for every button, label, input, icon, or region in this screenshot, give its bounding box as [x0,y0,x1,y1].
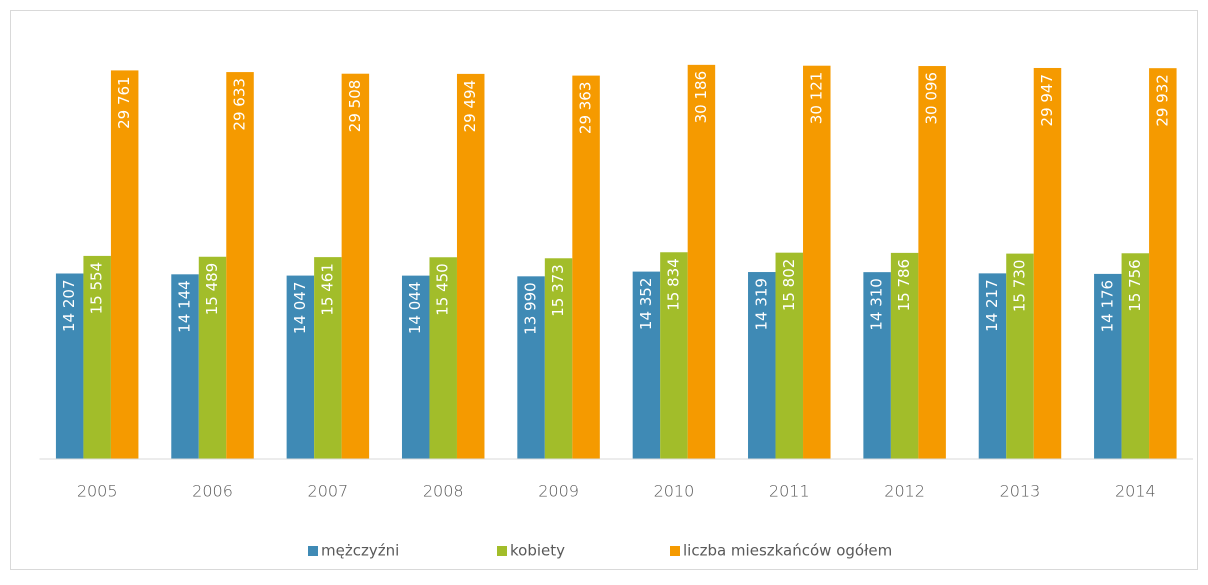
x-tick-label: 2007 [308,482,349,501]
x-tick-label: 2013 [1000,482,1041,501]
bar [341,73,370,459]
x-tick-label: 2008 [423,482,464,501]
bar [748,272,776,459]
value-label: 15 461 [318,263,336,316]
value-label: 14 047 [291,282,309,335]
bar [775,252,804,459]
x-tick-label: 2014 [1115,482,1156,501]
bar [803,65,831,459]
value-label: 14 176 [1098,280,1116,333]
value-label: 29 932 [1153,74,1171,127]
bar [286,275,315,459]
bar [660,252,688,459]
x-tick-label: 2012 [884,482,925,501]
bar [171,274,199,459]
bar [1149,68,1177,460]
bar [890,252,919,459]
value-label: 14 044 [406,282,424,335]
bar [918,66,946,459]
value-label: 29 633 [231,78,249,131]
value-label: 29 761 [115,76,133,129]
x-tick-label: 2006 [192,482,233,501]
value-label: 15 554 [88,262,106,315]
bar [226,72,254,459]
value-label: 14 144 [176,280,194,333]
value-label: 29 494 [461,80,479,133]
x-tick-label: 2009 [538,482,579,501]
value-label: 15 834 [664,258,682,311]
bar [632,271,661,459]
bar [978,273,1007,459]
value-label: 30 186 [692,71,710,124]
value-label: 14 217 [983,279,1001,332]
value-label: 29 363 [577,82,595,135]
legend-swatch [497,546,507,556]
value-label: 30 121 [807,72,825,125]
legend-label: mężczyźni [321,542,399,560]
bar [1033,67,1062,459]
bar [517,276,545,459]
value-label: 29 508 [346,80,364,133]
bar [572,75,600,459]
value-label: 15 373 [549,264,567,317]
value-label: 15 786 [895,259,913,312]
x-tick-label: 2005 [77,482,118,501]
value-label: 14 319 [752,278,770,331]
legend-label: kobiety [510,542,565,560]
bar [1121,253,1150,459]
value-label: 14 310 [868,278,886,331]
value-label: 29 947 [1038,74,1056,127]
value-label: 14 352 [637,278,655,331]
bar [429,257,457,459]
bar [1006,253,1034,459]
bar [544,258,573,459]
bar [83,255,111,459]
value-label: 15 450 [434,263,452,316]
bar [401,275,430,459]
bar [55,273,84,459]
bar [198,256,227,459]
bar [456,73,485,459]
legend-swatch [670,546,680,556]
legend-label: liczba mieszkańców ogółem [683,542,892,560]
x-tick-label: 2010 [654,482,695,501]
value-label: 15 489 [203,263,221,316]
bar [1094,273,1122,459]
bar [314,257,342,459]
value-label: 15 802 [780,259,798,312]
bar [110,70,139,459]
legend-swatch [308,546,318,556]
value-label: 15 730 [1010,260,1028,313]
bar [863,272,891,459]
value-label: 14 207 [60,279,78,332]
value-label: 30 096 [923,72,941,125]
x-tick-label: 2011 [769,482,810,501]
bar [687,64,716,459]
value-label: 13 990 [522,282,540,335]
value-label: 15 756 [1126,259,1144,312]
